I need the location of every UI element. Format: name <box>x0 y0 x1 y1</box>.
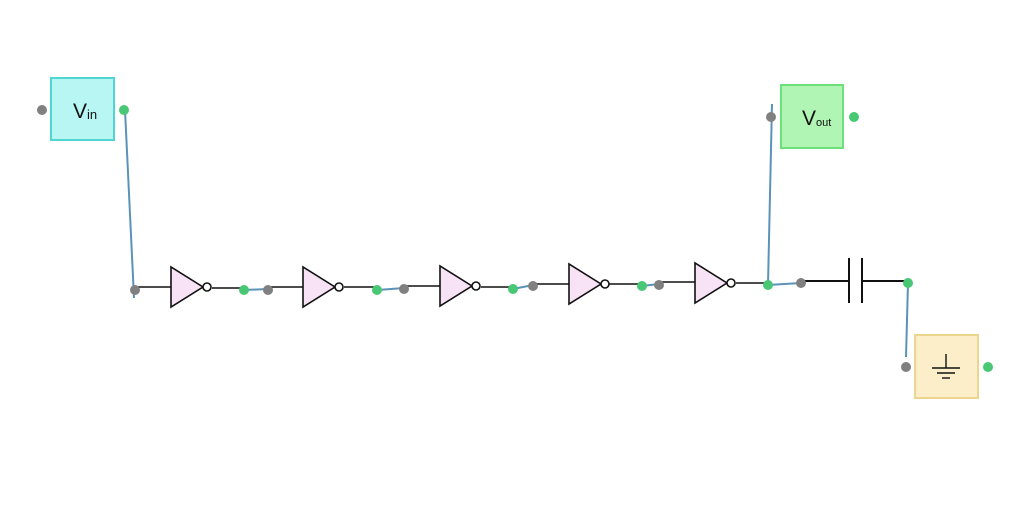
inverter-4[interactable] <box>568 262 610 306</box>
vout-output-port[interactable] <box>849 112 859 122</box>
inverter-1-input-port[interactable] <box>130 285 140 295</box>
vout-subscript: out <box>816 117 831 129</box>
ports <box>37 105 993 372</box>
inverter-1[interactable] <box>170 265 212 309</box>
capacitor-input-port[interactable] <box>796 278 806 288</box>
ground-output-port[interactable] <box>983 362 993 372</box>
inverter-2[interactable] <box>302 265 344 309</box>
ground-input-port[interactable] <box>901 362 911 372</box>
wire-vin-to-chain[interactable] <box>124 109 135 299</box>
inverter-2-input-port[interactable] <box>263 285 273 295</box>
svg-text:Vout: Vout <box>802 107 831 130</box>
inverter-4-input-port[interactable] <box>528 281 538 291</box>
ground-icon <box>932 354 960 379</box>
vin-subscript: in <box>87 107 97 122</box>
wire-node-to-vout[interactable] <box>767 103 773 286</box>
inverter-chain <box>170 261 736 309</box>
capacitor-output-port[interactable] <box>903 278 913 288</box>
svg-text:Vin: Vin <box>73 100 97 123</box>
vout-probe[interactable]: Vout <box>780 84 844 149</box>
wire-inv5-cap[interactable] <box>767 282 802 286</box>
inverter-1-output-port[interactable] <box>239 285 249 295</box>
ground-node[interactable] <box>914 334 979 399</box>
inverter-5[interactable] <box>694 261 736 305</box>
inverter-2-output-port[interactable] <box>372 285 382 295</box>
inverter-3[interactable] <box>439 264 481 308</box>
inverter-3-input-port[interactable] <box>399 284 409 294</box>
inverter-leads <box>134 281 768 289</box>
inverter-5-input-port[interactable] <box>654 280 664 290</box>
inverter-4-output-port[interactable] <box>637 281 647 291</box>
capacitor[interactable] <box>801 258 908 303</box>
inverter-5-output-port[interactable] <box>763 280 773 290</box>
vin-input-port[interactable] <box>37 105 47 115</box>
vout-input-port[interactable] <box>766 112 776 122</box>
vin-label: V <box>73 100 87 123</box>
inverter-3-output-port[interactable] <box>508 284 518 294</box>
vout-label: V <box>802 107 816 130</box>
wire-cap-to-ground[interactable] <box>905 282 909 358</box>
vin-source[interactable]: Vin <box>50 77 115 141</box>
vin-output-port[interactable] <box>119 105 129 115</box>
